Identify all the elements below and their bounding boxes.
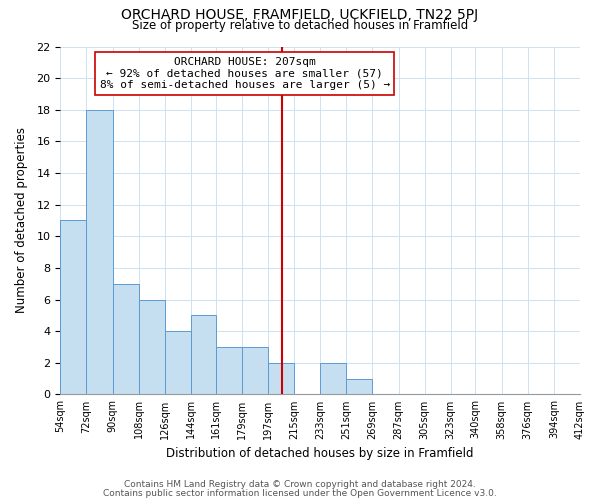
- Bar: [61, 220, 86, 394]
- Bar: [165, 331, 191, 394]
- Text: Size of property relative to detached houses in Framfield: Size of property relative to detached ho…: [132, 19, 468, 32]
- Bar: [268, 363, 294, 394]
- Text: Contains public sector information licensed under the Open Government Licence v3: Contains public sector information licen…: [103, 488, 497, 498]
- Bar: [215, 347, 242, 395]
- Text: Contains HM Land Registry data © Crown copyright and database right 2024.: Contains HM Land Registry data © Crown c…: [124, 480, 476, 489]
- Bar: [242, 347, 268, 395]
- Bar: [86, 110, 113, 395]
- Text: ORCHARD HOUSE: 207sqm
← 92% of detached houses are smaller (57)
8% of semi-detac: ORCHARD HOUSE: 207sqm ← 92% of detached …: [100, 57, 390, 90]
- Bar: [320, 363, 346, 394]
- Bar: [346, 378, 373, 394]
- X-axis label: Distribution of detached houses by size in Framfield: Distribution of detached houses by size …: [166, 447, 474, 460]
- Bar: [113, 284, 139, 395]
- Bar: [191, 316, 215, 394]
- Text: ORCHARD HOUSE, FRAMFIELD, UCKFIELD, TN22 5PJ: ORCHARD HOUSE, FRAMFIELD, UCKFIELD, TN22…: [121, 8, 479, 22]
- Bar: [139, 300, 165, 394]
- Y-axis label: Number of detached properties: Number of detached properties: [15, 128, 28, 314]
